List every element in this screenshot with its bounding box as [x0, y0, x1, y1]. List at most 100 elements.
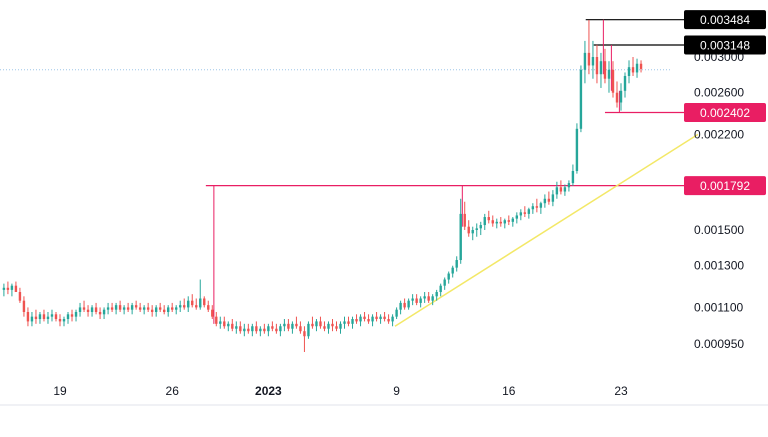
candle-body [78, 307, 82, 312]
candle-body [243, 328, 246, 332]
y-tick-label: 0.001500 [694, 223, 744, 237]
candle-body [359, 316, 362, 322]
candle-body [423, 296, 426, 299]
x-tick-label: 9 [393, 384, 400, 398]
candle-body [235, 326, 238, 329]
candle-body [427, 296, 430, 301]
y-tick-label: 0.000950 [694, 337, 744, 351]
candle-body [54, 314, 58, 320]
price-tag-box [684, 102, 766, 122]
candle-body [271, 326, 274, 329]
candle-body [371, 316, 374, 322]
candle-body [283, 323, 286, 327]
candle-body [175, 307, 178, 310]
candle-body [483, 217, 486, 226]
candle-body [343, 321, 346, 324]
candle-body [215, 316, 218, 324]
candle-body [74, 311, 78, 317]
candle-body [183, 305, 186, 308]
price-tag-label: 0.003148 [700, 38, 750, 52]
candle-body [102, 309, 106, 315]
candle-body [207, 305, 210, 310]
candle-body [503, 220, 506, 224]
price-tag-0: 0.003484 [684, 10, 766, 30]
candle-body [379, 316, 382, 320]
candle-body [455, 260, 458, 268]
price-tags: 0.003484 0.003148 0.002402 0.001792 [684, 10, 766, 196]
candle-body [407, 300, 410, 308]
price-tag-1: 0.003148 [684, 35, 766, 55]
candle-body [351, 319, 354, 324]
candle-body [255, 326, 258, 332]
candle-body [387, 319, 390, 322]
candle-body [70, 314, 74, 317]
candle-body [631, 67, 635, 73]
candle-body [82, 307, 86, 310]
candle-body [583, 52, 587, 70]
candle-body [543, 198, 547, 204]
candle-body [511, 218, 515, 222]
candle-body [14, 285, 18, 293]
candle-body [375, 316, 378, 320]
candle-body [479, 225, 482, 229]
candle-body [106, 307, 110, 310]
candle-body [179, 305, 182, 308]
candle-body [307, 323, 310, 337]
candle-body [363, 316, 366, 320]
candle-body [611, 69, 615, 93]
candle-body [491, 220, 494, 224]
x-tick-label: 26 [166, 384, 180, 398]
candle-body [259, 328, 262, 332]
candle-body [523, 212, 527, 214]
candle-body [623, 76, 627, 91]
candle-body [627, 67, 631, 77]
candle-body [551, 194, 555, 202]
candle-body [187, 300, 190, 308]
candle-body [415, 298, 418, 303]
candle-body [303, 331, 306, 337]
candle-body [315, 321, 318, 327]
candle-body [463, 213, 466, 227]
candle-body [495, 221, 498, 224]
price-tag-label: 0.002402 [700, 106, 750, 120]
candle-body [287, 323, 290, 329]
candle-body [94, 307, 98, 312]
candle-body [199, 298, 202, 308]
y-tick-label: 0.001100 [694, 300, 743, 314]
candle-body [58, 319, 62, 322]
candle-body [138, 307, 142, 310]
candle-body [191, 300, 194, 306]
trendline [394, 133, 699, 327]
candle-body [2, 287, 6, 290]
candle-body [166, 307, 170, 312]
candle-body [535, 206, 539, 208]
candle-body [90, 307, 94, 312]
candle-body [227, 323, 230, 327]
candle-body [158, 307, 162, 310]
candle-body [431, 296, 434, 301]
candle-body [275, 328, 278, 332]
candle-body [603, 61, 607, 79]
x-tick-label: 16 [502, 384, 516, 398]
level-lines [0, 19, 684, 187]
candle-body [411, 298, 414, 301]
candle-body [126, 307, 130, 310]
candle-body [195, 305, 198, 308]
candle-body [499, 221, 502, 224]
candle-body [22, 300, 26, 312]
candle-body [639, 63, 643, 69]
candle-body [134, 305, 138, 308]
candle-body [142, 307, 146, 310]
price-tag-box [684, 10, 766, 30]
price-tag-label: 0.001792 [700, 179, 750, 193]
candle-body [26, 311, 30, 322]
candle-body [615, 92, 619, 103]
candle-body [154, 307, 158, 312]
candle-body [559, 187, 563, 192]
candle-body [203, 298, 206, 306]
candle-body [291, 323, 294, 329]
candle-body [391, 316, 394, 322]
candle-body [42, 314, 46, 320]
candle-body [447, 273, 450, 280]
